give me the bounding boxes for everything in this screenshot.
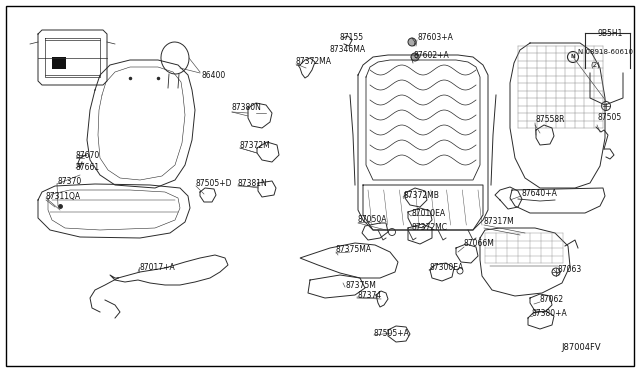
Text: 87661: 87661 bbox=[76, 164, 100, 173]
Text: 87640+A: 87640+A bbox=[521, 189, 557, 198]
Text: 87505+D: 87505+D bbox=[196, 179, 232, 187]
Text: 87372MC: 87372MC bbox=[411, 222, 447, 231]
Text: 87380+A: 87380+A bbox=[532, 310, 568, 318]
Circle shape bbox=[411, 53, 419, 61]
Text: 87375MA: 87375MA bbox=[336, 246, 372, 254]
Text: J87004FV: J87004FV bbox=[561, 343, 600, 352]
Circle shape bbox=[408, 38, 416, 46]
Text: 87311QA: 87311QA bbox=[46, 192, 81, 201]
Text: 87505: 87505 bbox=[597, 113, 621, 122]
Text: 87375M: 87375M bbox=[345, 280, 376, 289]
Text: 87372MB: 87372MB bbox=[403, 190, 439, 199]
Text: 87380N: 87380N bbox=[232, 103, 262, 112]
Text: (2): (2) bbox=[590, 62, 600, 68]
Text: 87300EA: 87300EA bbox=[429, 263, 463, 273]
Text: 87062: 87062 bbox=[540, 295, 564, 305]
Text: 87372MA: 87372MA bbox=[296, 58, 332, 67]
Text: 87372M: 87372M bbox=[240, 141, 271, 150]
Text: 87505+A: 87505+A bbox=[374, 328, 410, 337]
Text: N 08918-60610: N 08918-60610 bbox=[578, 49, 633, 55]
Text: N: N bbox=[571, 55, 575, 60]
Text: 87603+A: 87603+A bbox=[417, 33, 453, 42]
Text: 87346MA: 87346MA bbox=[330, 45, 366, 55]
Text: 87063: 87063 bbox=[558, 266, 582, 275]
Text: 87374: 87374 bbox=[357, 291, 381, 299]
Text: 87558R: 87558R bbox=[535, 115, 564, 125]
Text: 87670: 87670 bbox=[76, 151, 100, 160]
Text: 87602+A: 87602+A bbox=[413, 51, 449, 60]
Text: 86400: 86400 bbox=[202, 71, 227, 80]
Text: 87010EA: 87010EA bbox=[411, 208, 445, 218]
Text: 87381N: 87381N bbox=[238, 179, 268, 187]
Text: 87317M: 87317M bbox=[484, 218, 515, 227]
Text: 9B5H1: 9B5H1 bbox=[597, 29, 622, 38]
Text: 87066M: 87066M bbox=[464, 240, 495, 248]
Text: 87370: 87370 bbox=[57, 177, 81, 186]
Bar bbox=[52, 57, 66, 69]
Text: 87050A: 87050A bbox=[358, 215, 387, 224]
Text: 87155: 87155 bbox=[340, 33, 364, 42]
Text: 87017+A: 87017+A bbox=[139, 263, 175, 272]
